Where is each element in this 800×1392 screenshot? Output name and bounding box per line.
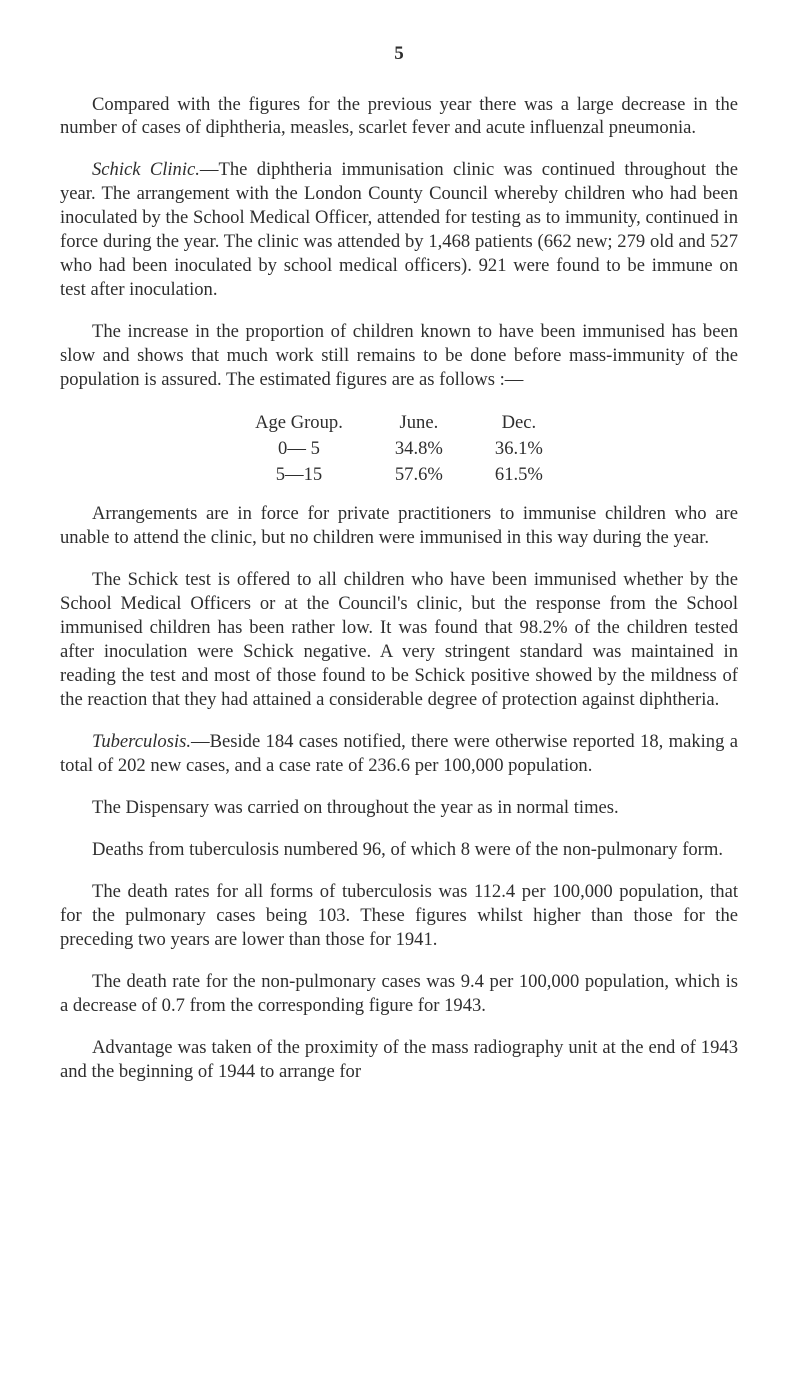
table-header: Age Group.	[229, 410, 369, 436]
table-row: 5—15 57.6% 61.5%	[229, 462, 569, 488]
table-cell: 57.6%	[369, 462, 469, 488]
italic-lead-schick: Schick Clinic.	[92, 159, 200, 180]
table-cell: 34.8%	[369, 436, 469, 462]
page: 5 Compared with the figures for the prev…	[0, 0, 800, 1392]
paragraph-7: The Dispensary was carried on throughout…	[60, 796, 738, 820]
table-header: June.	[369, 410, 469, 436]
table-cell: 0— 5	[229, 436, 369, 462]
paragraph-8: Deaths from tuberculosis numbered 96, of…	[60, 838, 738, 862]
paragraph-11: Advantage was taken of the proximity of …	[60, 1036, 738, 1084]
paragraph-9: The death rates for all forms of tubercu…	[60, 880, 738, 952]
page-number: 5	[60, 42, 738, 67]
table-cell: 61.5%	[469, 462, 569, 488]
paragraph-4: Arrangements are in force for private pr…	[60, 502, 738, 550]
italic-lead-tuberculosis: Tuberculosis.	[92, 731, 191, 752]
paragraph-3: The increase in the proportion of childr…	[60, 320, 738, 392]
paragraph-10: The death rate for the non-pulmonary cas…	[60, 970, 738, 1018]
paragraph-1: Compared with the figures for the previo…	[60, 93, 738, 141]
paragraph-6: Tuberculosis.—Beside 184 cases notified,…	[60, 730, 738, 778]
table-header: Dec.	[469, 410, 569, 436]
paragraph-2: Schick Clinic.—The diphtheria immunisati…	[60, 158, 738, 302]
paragraph-2-rest: —The diphtheria immunisation clinic was …	[60, 159, 738, 300]
table-cell: 5—15	[229, 462, 369, 488]
table-header-row: Age Group. June. Dec.	[229, 410, 569, 436]
age-group-table: Age Group. June. Dec. 0— 5 34.8% 36.1% 5…	[229, 410, 569, 488]
table-row: 0— 5 34.8% 36.1%	[229, 436, 569, 462]
table-cell: 36.1%	[469, 436, 569, 462]
paragraph-5: The Schick test is offered to all childr…	[60, 568, 738, 712]
